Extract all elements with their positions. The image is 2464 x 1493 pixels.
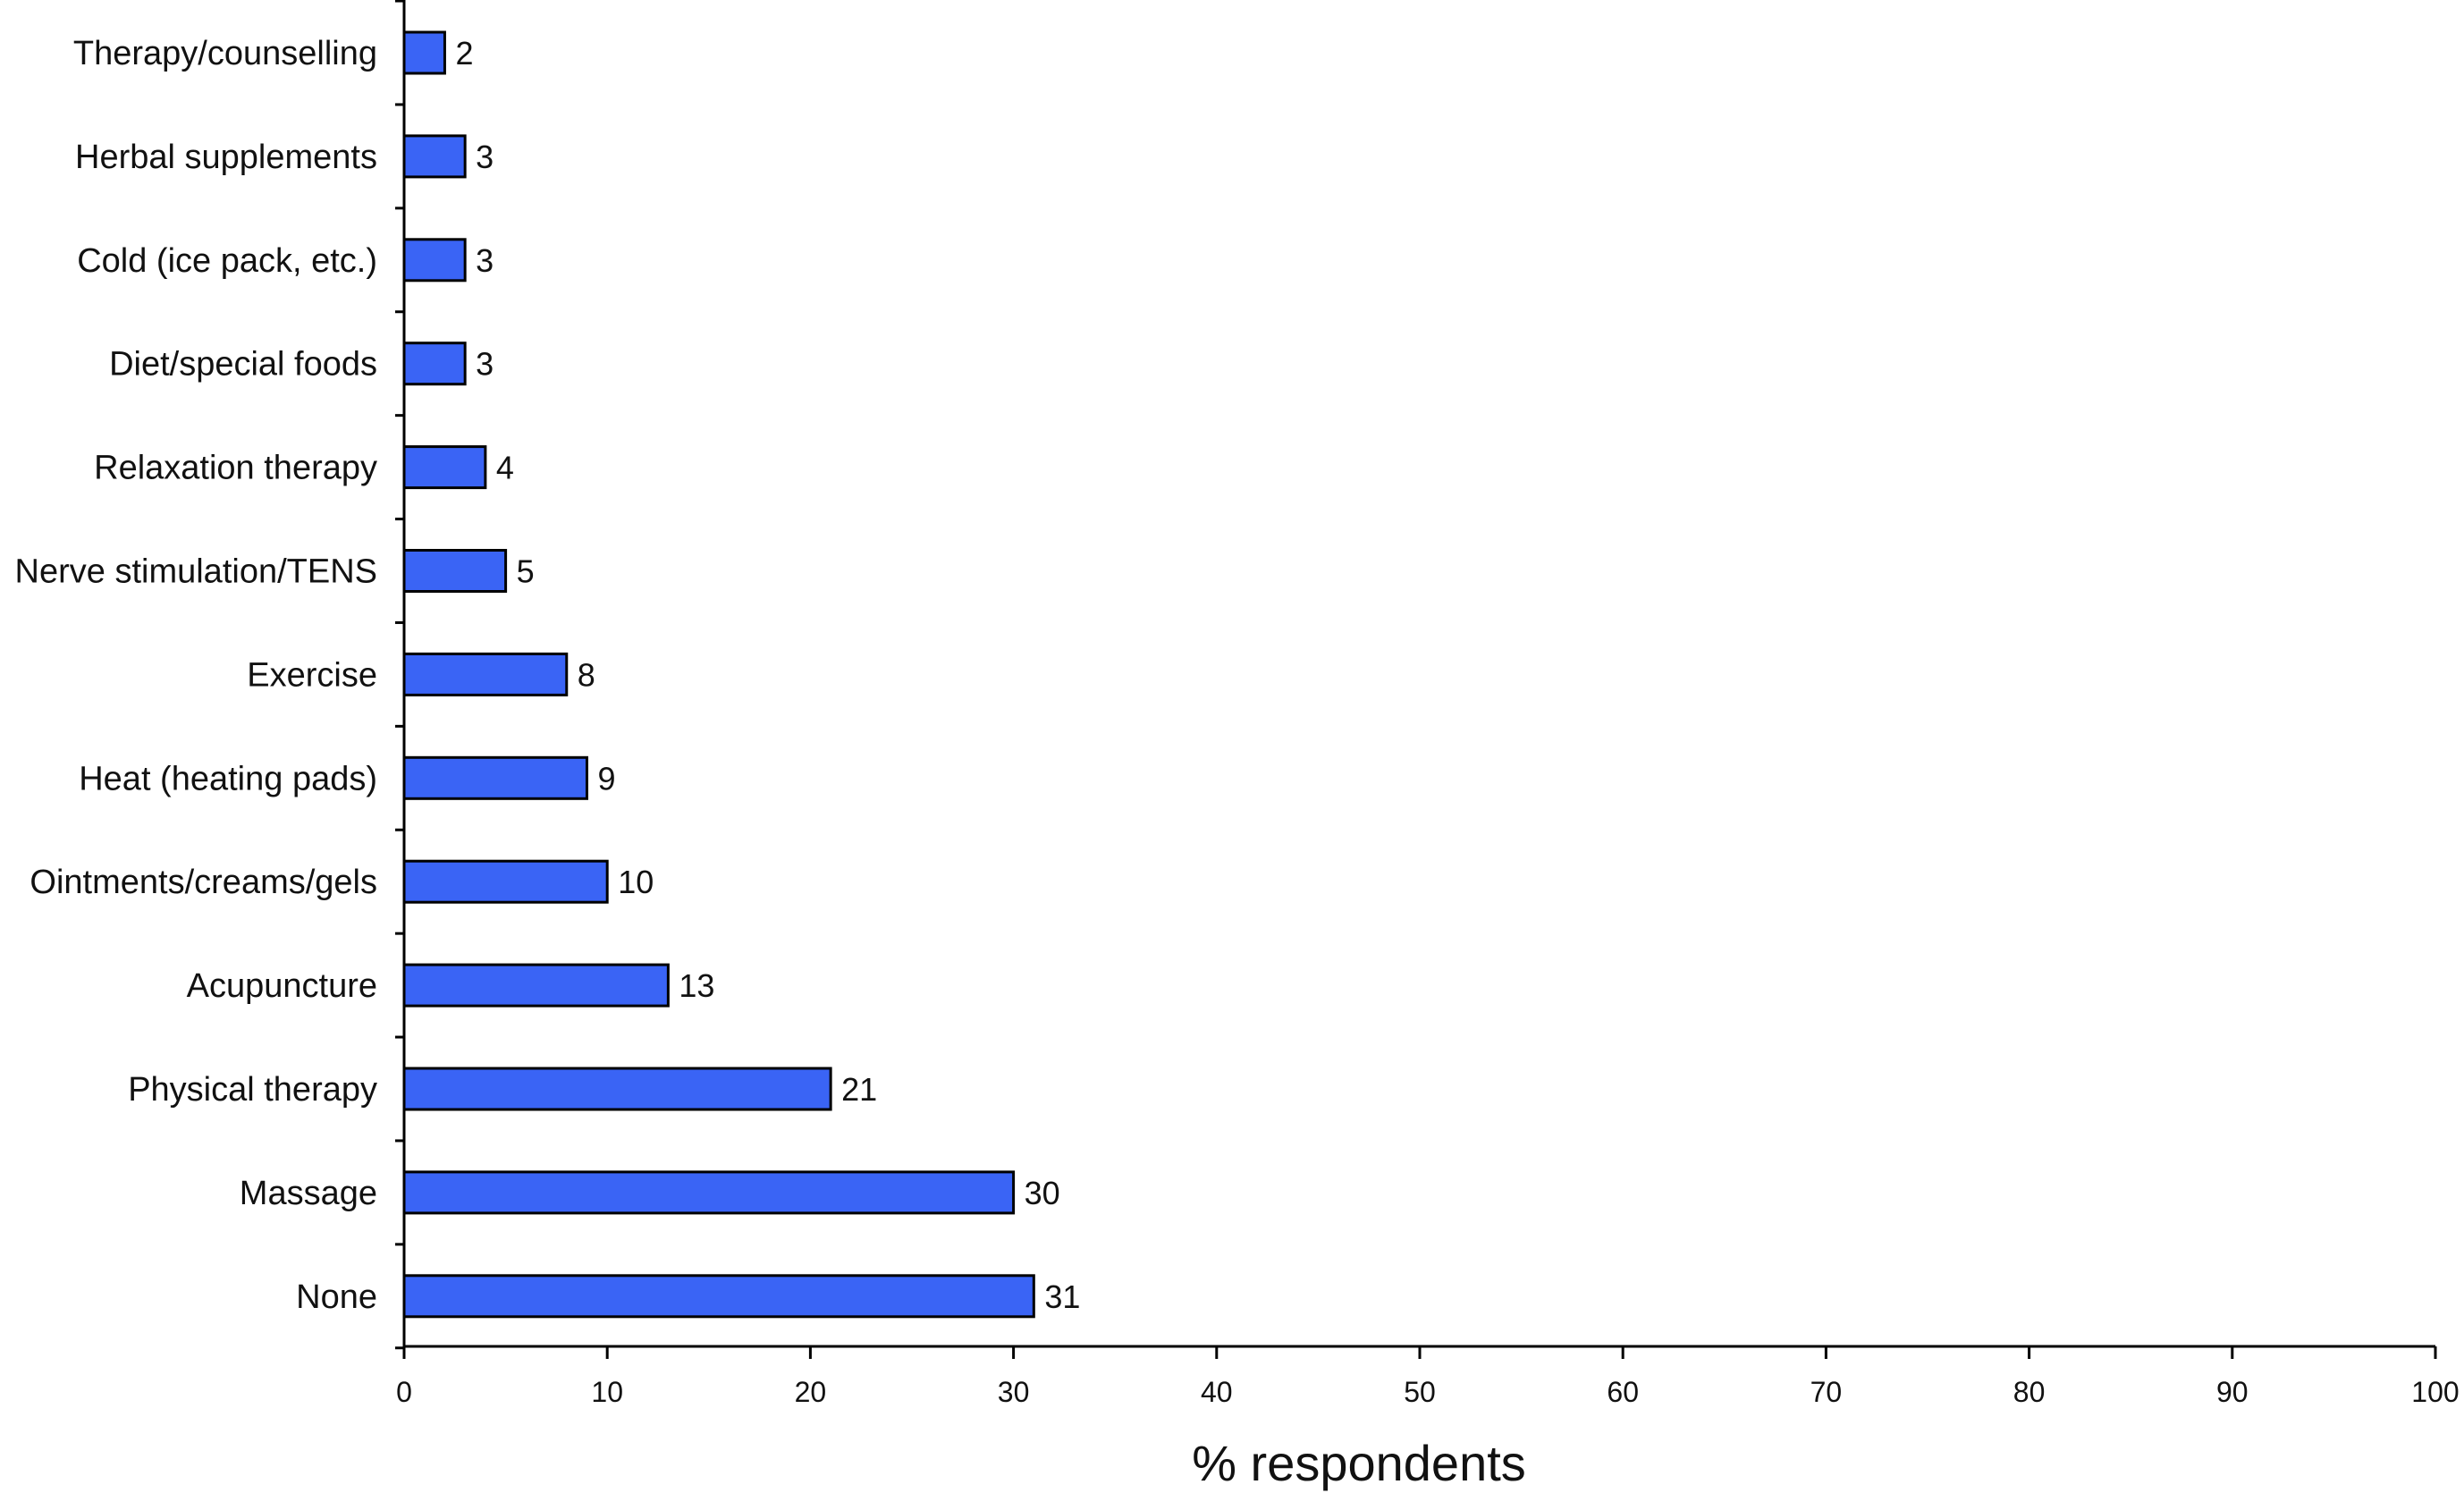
x-tick-label: 10	[591, 1376, 623, 1408]
bar	[402, 859, 609, 904]
value-label: 3	[476, 242, 494, 279]
x-axis-title: % respondents	[1192, 1435, 1526, 1491]
x-tick-label: 90	[2216, 1376, 2249, 1408]
category-label: Relaxation therapy	[94, 450, 377, 487]
category-label: Cold (ice pack, etc.)	[77, 242, 377, 280]
axes	[395, 0, 2435, 1350]
value-label: 2	[455, 35, 473, 72]
bar	[402, 1274, 1035, 1319]
category-labels: Therapy/counselling Herbal supplements Col…	[15, 35, 377, 1316]
value-label: 4	[496, 450, 514, 486]
category-label: Acupuncture	[187, 967, 377, 1005]
category-label: Physical therapy	[128, 1071, 377, 1109]
x-tick-label: 40	[1201, 1376, 1233, 1408]
bar	[402, 238, 467, 283]
bar	[402, 342, 467, 386]
bars-layer	[402, 30, 1035, 1319]
bar	[402, 755, 588, 800]
value-labels: 2 3 3 3 4 5 8 9 10 13 21 30 31	[455, 35, 1080, 1315]
value-label: 13	[679, 967, 714, 1004]
value-label: 3	[476, 346, 494, 383]
x-tick-label: 70	[1810, 1376, 1843, 1408]
category-label: Exercise	[247, 656, 377, 694]
bar	[402, 445, 487, 490]
bar	[402, 134, 467, 179]
value-label: 31	[1044, 1278, 1080, 1315]
value-label: 5	[517, 553, 535, 590]
bar	[402, 963, 670, 1008]
category-label: Massage	[240, 1175, 377, 1212]
category-label: Diet/special foods	[109, 346, 377, 384]
bar	[402, 1067, 832, 1111]
value-label: 10	[618, 864, 654, 900]
category-label: Heat (heating pads)	[79, 760, 377, 797]
x-tick-label: 100	[2411, 1376, 2459, 1408]
bar	[402, 549, 508, 593]
x-tick-label: 30	[998, 1376, 1030, 1408]
value-label: 9	[597, 760, 615, 797]
bar	[402, 1170, 1016, 1215]
x-tick-label: 60	[1607, 1376, 1639, 1408]
value-label: 21	[841, 1071, 877, 1108]
x-tick-label: 50	[1404, 1376, 1436, 1408]
category-label: Ointments/creams/gels	[30, 864, 377, 901]
x-tick-label: 20	[795, 1376, 827, 1408]
x-axis-ticks: 0 10 20 30 40 50 60 70 80 90 100	[396, 1346, 2460, 1408]
value-label: 30	[1025, 1175, 1060, 1211]
category-label: Herbal supplements	[75, 139, 377, 176]
x-tick-label: 80	[2013, 1376, 2046, 1408]
value-label: 3	[476, 139, 494, 175]
x-tick-label: 0	[396, 1376, 412, 1408]
bar	[402, 30, 446, 75]
category-label: Therapy/counselling	[73, 35, 377, 72]
category-label: Nerve stimulation/TENS	[15, 553, 377, 591]
bar	[402, 652, 569, 696]
category-label: None	[296, 1278, 377, 1316]
value-label: 8	[578, 656, 595, 693]
